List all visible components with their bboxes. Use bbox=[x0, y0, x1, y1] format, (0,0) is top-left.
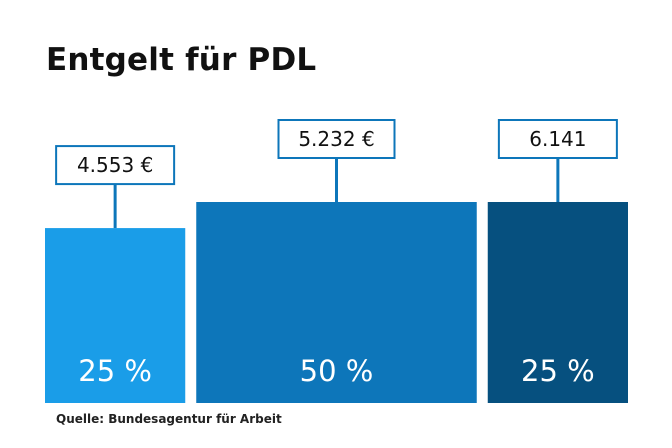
pay-label-3: 6.141 bbox=[529, 127, 586, 151]
pay-label-2: 5.232 € bbox=[298, 127, 374, 151]
source-note: Quelle: Bundesagentur für Arbeit bbox=[56, 412, 282, 426]
share-label-3: 25 % bbox=[521, 354, 595, 388]
bar-2 bbox=[196, 202, 477, 403]
chart-title: Entgelt für PDL bbox=[46, 42, 317, 78]
bar-1 bbox=[45, 228, 186, 403]
share-label-2: 50 % bbox=[300, 354, 374, 388]
share-label-1: 25 % bbox=[78, 354, 152, 388]
callout-box-3 bbox=[497, 119, 618, 159]
callout-box-1 bbox=[55, 145, 176, 186]
pay-label-1: 4.553 € bbox=[77, 153, 153, 177]
callout-box-2 bbox=[277, 119, 396, 159]
bar-3 bbox=[487, 202, 628, 403]
